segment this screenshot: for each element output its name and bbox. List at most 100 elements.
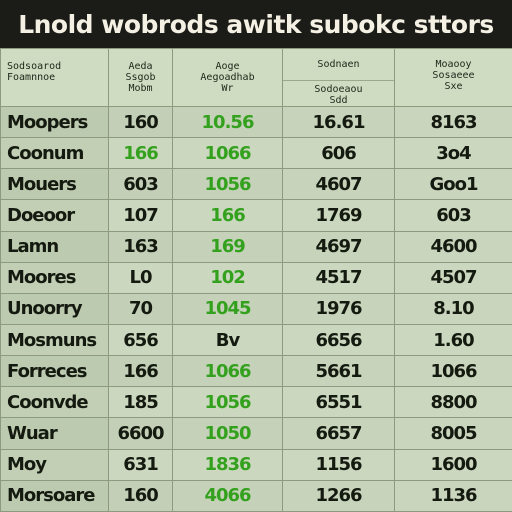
- table-cell: 6657: [282, 417, 395, 450]
- table-cell: 1600: [394, 448, 512, 481]
- row-label: Forreces: [0, 355, 109, 388]
- table-cell: 70: [108, 292, 173, 325]
- column-header-line: Aeda: [128, 61, 153, 72]
- table-cell: 1136: [394, 479, 512, 512]
- row-label: Doeoor: [0, 199, 109, 232]
- column-header: Moaooy Sosaeee Sxe: [394, 48, 512, 107]
- title-bar: Lnold wobrods awitk subokc sttors: [0, 0, 512, 48]
- table-cell: 4697: [282, 230, 395, 263]
- table-cell: 16.61: [282, 105, 395, 139]
- column-header-line: Foamnnoe: [7, 72, 56, 83]
- table-cell: 160: [108, 479, 173, 512]
- table-row: Mouers 603 1056 4607 Goo1: [0, 168, 512, 201]
- table-cell: Bv: [172, 323, 283, 357]
- table-cell: 6551: [282, 386, 395, 419]
- column-header: Aeda Ssgob Mobm: [108, 48, 173, 107]
- column-header-line: Aoge: [215, 61, 240, 72]
- row-label: Moopers: [0, 105, 109, 139]
- table-cell: Goo1: [394, 168, 512, 201]
- table-cell: 1045: [172, 292, 283, 325]
- table-cell: 4066: [172, 479, 283, 512]
- row-label: Wuar: [0, 417, 109, 450]
- table-cell: 1156: [282, 448, 395, 481]
- table-row: Mosmuns 656 Bv 6656 1.60: [0, 323, 512, 357]
- row-label: Unoorry: [0, 292, 109, 325]
- data-table-container: Sodsoarod Foamnnoe Aeda Ssgob Mobm Aoge …: [0, 48, 512, 512]
- column-header-line: Sodnaen: [283, 59, 394, 81]
- table-cell: 185: [108, 386, 173, 419]
- table-cell: 656: [108, 323, 173, 357]
- table-row: Doeoor 107 166 1769 603: [0, 199, 512, 232]
- table-cell: 1066: [394, 355, 512, 388]
- column-header-line: Sosaeee: [432, 70, 475, 81]
- row-label: Moores: [0, 261, 109, 294]
- table-cell: 166: [108, 355, 173, 388]
- table-cell: L0: [108, 261, 173, 294]
- table-header: Sodsoarod Foamnnoe Aeda Ssgob Mobm Aoge …: [0, 48, 512, 107]
- table-cell: 631: [108, 448, 173, 481]
- row-label: Moy: [0, 448, 109, 481]
- table-cell: 10.56: [172, 105, 283, 139]
- column-header-line: Aegoadhab: [200, 72, 255, 83]
- data-table: Sodsoarod Foamnnoe Aeda Ssgob Mobm Aoge …: [0, 48, 512, 512]
- table-cell: 4507: [394, 261, 512, 294]
- table-row: Moores L0 102 4517 4507: [0, 261, 512, 294]
- table-cell: 603: [394, 199, 512, 232]
- table-cell: 4517: [282, 261, 395, 294]
- table-cell: 603: [108, 168, 173, 201]
- table-row: Lamn 163 169 4697 4600: [0, 230, 512, 263]
- table-row: Forreces 166 1066 5661 1066: [0, 355, 512, 388]
- column-header-line: Sodoeaou: [314, 84, 363, 95]
- row-label: Coonum: [0, 137, 109, 170]
- table-cell: 6600: [108, 417, 173, 450]
- table-cell: 1050: [172, 417, 283, 450]
- header-row: Sodsoarod Foamnnoe Aeda Ssgob Mobm Aoge …: [0, 48, 512, 107]
- table-cell: 107: [108, 199, 173, 232]
- table-cell: 160: [108, 105, 173, 139]
- column-header-line: Sxe: [444, 81, 463, 92]
- page-title: Lnold wobrods awitk subokc sttors: [18, 9, 494, 39]
- table-cell: 5661: [282, 355, 395, 388]
- table-cell: 1769: [282, 199, 395, 232]
- table-body: Moopers 160 10.56 16.61 8163 Coonum 166 1066 606…: [0, 105, 512, 512]
- column-header: Sodsoarod Foamnnoe: [0, 48, 109, 107]
- table-cell: 4607: [282, 168, 395, 201]
- table-cell: 3o4: [394, 137, 512, 170]
- table-row: Coonvde 185 1056 6551 8800: [0, 386, 512, 419]
- table-cell: 102: [172, 261, 283, 294]
- column-header-line: Moaooy: [435, 59, 472, 70]
- row-label: Lamn: [0, 230, 109, 263]
- table-cell: 1976: [282, 292, 395, 325]
- column-header-line: Sdd: [329, 95, 348, 106]
- table-cell: 166: [172, 199, 283, 232]
- row-label: Morsoare: [0, 479, 109, 512]
- table-cell: 169: [172, 230, 283, 263]
- table-cell: 606: [282, 137, 395, 170]
- table-cell: 1056: [172, 168, 283, 201]
- column-header-line: Mobm: [128, 83, 153, 94]
- table-cell: 163: [108, 230, 173, 263]
- table-cell: 166: [108, 137, 173, 170]
- column-header-line: Sodsoarod: [7, 61, 62, 72]
- table-cell: 1836: [172, 448, 283, 481]
- table-row: Moy 631 1836 1156 1600: [0, 448, 512, 481]
- table-row: Morsoare 160 4066 1266 1136: [0, 479, 512, 512]
- table-cell: 1066: [172, 137, 283, 170]
- table-row: Coonum 166 1066 606 3o4: [0, 137, 512, 170]
- row-label: Coonvde: [0, 386, 109, 419]
- table-row: Wuar 6600 1050 6657 8005: [0, 417, 512, 450]
- column-header: Aoge Aegoadhab Wr: [172, 48, 283, 107]
- table-cell: 8.10: [394, 292, 512, 325]
- column-header-line: Ssgob: [125, 72, 156, 83]
- table-cell: 1266: [282, 479, 395, 512]
- column-header-line: Wr: [221, 83, 234, 94]
- table-cell: 4600: [394, 230, 512, 263]
- column-header: Sodnaen Sodoeaou Sdd: [282, 48, 395, 107]
- table-cell: 1.60: [394, 323, 512, 357]
- table-cell: 8800: [394, 386, 512, 419]
- table-cell: 1066: [172, 355, 283, 388]
- table-cell: 8163: [394, 105, 512, 139]
- row-label: Mosmuns: [0, 323, 109, 357]
- row-label: Mouers: [0, 168, 109, 201]
- table-cell: 6656: [282, 323, 395, 357]
